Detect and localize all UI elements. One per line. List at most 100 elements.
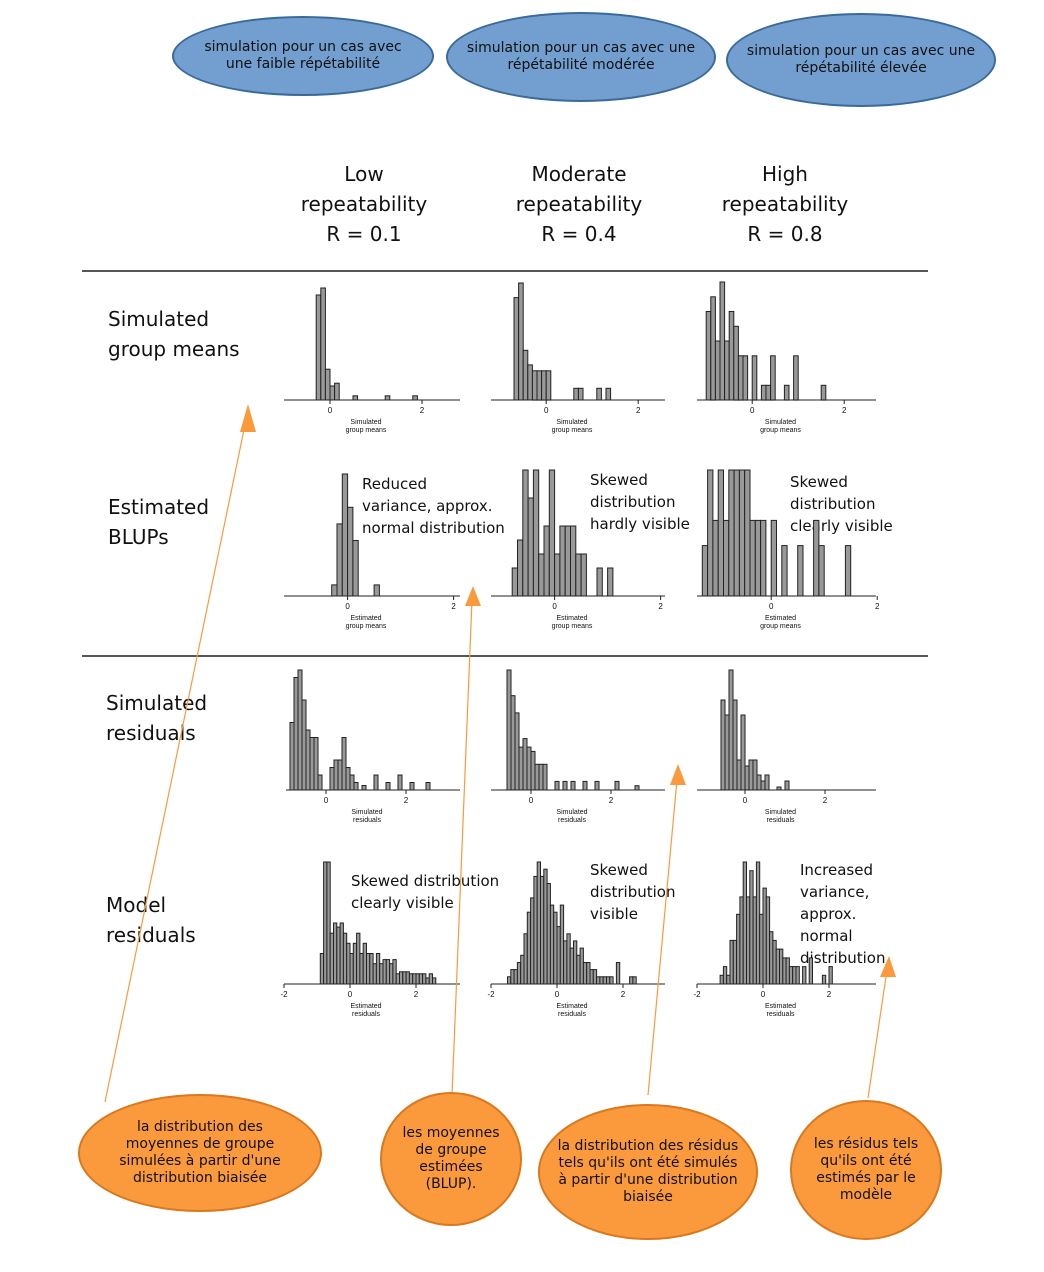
histogram-bar: [293, 677, 299, 791]
x-tick-label: 0: [743, 796, 748, 805]
histogram-bar: [409, 782, 415, 791]
histogram-bar: [536, 370, 543, 401]
histogram-bar: [341, 737, 347, 791]
histogram-bar: [543, 525, 550, 597]
histogram-bar: [425, 782, 431, 791]
x-axis-label: group means: [346, 427, 387, 434]
x-axis-label: Simulated: [350, 419, 381, 426]
histogram-bar: [760, 519, 767, 597]
histogram-bar: [733, 325, 739, 401]
arrow-line-1: [104, 419, 247, 1103]
histogram-bar: [518, 746, 524, 791]
histogram-bar: [754, 519, 762, 597]
histogram-bar: [385, 782, 391, 791]
histogram-bar: [353, 782, 359, 791]
divider-middle: [82, 655, 928, 657]
x-axis-label: residuals: [766, 1011, 795, 1018]
histogram-bar: [309, 737, 315, 791]
histogram-bar: [712, 519, 719, 597]
x-tick-label: 0: [552, 602, 557, 611]
x-tick-label: 0: [529, 796, 534, 805]
x-tick-label: 0: [328, 406, 333, 415]
column-header-line: Moderate: [531, 162, 627, 186]
histogram-bar: [742, 355, 749, 401]
histogram-bar: [527, 497, 534, 597]
arrow-line-3: [647, 779, 678, 1096]
column-header-r-value: R = 0.8: [747, 222, 823, 246]
histogram-bar: [542, 763, 548, 791]
x-tick-label: 2: [636, 406, 641, 415]
histogram-bar: [517, 539, 524, 597]
histogram-bar: [609, 976, 614, 985]
x-tick-label: 2: [609, 796, 614, 805]
row-label-line: Simulated: [108, 307, 210, 331]
x-tick-label: 2: [827, 990, 832, 999]
bottom-bubble-2: les moyennes de groupe estimées (BLUP).: [380, 1092, 522, 1226]
histogram-bar: [347, 506, 354, 597]
histogram-bar: [770, 519, 778, 597]
x-axis-label: Simulated: [765, 809, 796, 816]
histogram-bar: [797, 545, 804, 597]
histogram-bar: [573, 387, 579, 401]
histogram-bar: [522, 469, 529, 597]
row-label-line: Model: [106, 893, 167, 917]
x-tick-label: 0: [544, 406, 549, 415]
x-axis-label: group means: [760, 427, 801, 434]
histogram-bar: [728, 311, 735, 401]
x-tick-label: 0: [348, 990, 353, 999]
histogram-bar: [748, 759, 754, 791]
histogram-bar: [545, 370, 552, 401]
histogram-bar: [329, 385, 336, 401]
x-axis-label: Simulated: [351, 809, 382, 816]
arrow-head-2: [465, 586, 481, 606]
annotation-blup-moderate: Skewed distribution hardly visible: [590, 471, 690, 533]
x-tick-label: 0: [769, 602, 774, 611]
x-tick-label: 0: [345, 602, 350, 611]
histogram-bar: [352, 540, 359, 597]
histogram-bar: [701, 545, 709, 597]
histogram-bar: [541, 370, 547, 401]
histogram-bar: [564, 525, 572, 597]
x-tick-label: 2: [621, 990, 626, 999]
histogram-bar: [538, 763, 544, 791]
arrow-line-2: [451, 599, 473, 1096]
bottom-bubble-1: la distribution des moyennes de groupe s…: [78, 1094, 322, 1212]
histogram-bar: [329, 767, 335, 791]
histogram-bar: [349, 774, 355, 791]
x-axis-label: group means: [552, 427, 593, 434]
histogram-bar: [770, 355, 776, 401]
x-tick-label: -2: [487, 990, 495, 999]
histogram-bar: [760, 780, 766, 791]
histogram-bar: [728, 469, 735, 597]
histogram-bar: [720, 699, 726, 791]
histogram-bar: [331, 584, 338, 597]
histogram-bar: [582, 780, 588, 791]
histogram-bar: [514, 712, 520, 791]
histogram-bar: [765, 384, 772, 401]
histogram-bar: [522, 349, 529, 401]
column-header-line: High: [762, 162, 808, 186]
histogram-bar: [736, 759, 742, 791]
arrow-head-4: [880, 956, 896, 977]
histogram-bar: [397, 774, 403, 791]
histogram-bar: [710, 296, 716, 401]
top-bubble-low: simulation pour un cas avec une faible r…: [172, 16, 434, 96]
arrow-head-1: [240, 404, 256, 432]
histogram-bar: [562, 780, 568, 791]
histogram-bar: [596, 567, 603, 597]
histogram-bar: [751, 355, 758, 401]
histogram-bar: [740, 714, 746, 791]
column-header-high: High repeatability R = 0.8: [685, 159, 885, 249]
histogram-bar: [324, 368, 331, 401]
histogram-bar: [554, 553, 561, 597]
row-label-estimated-blups: Estimated BLUPs: [108, 492, 209, 552]
column-header-moderate: Moderate repeatability R = 0.4: [479, 159, 679, 249]
histogram-bar: [784, 780, 790, 791]
divider-top: [82, 270, 928, 272]
histogram-bar: [795, 966, 800, 985]
